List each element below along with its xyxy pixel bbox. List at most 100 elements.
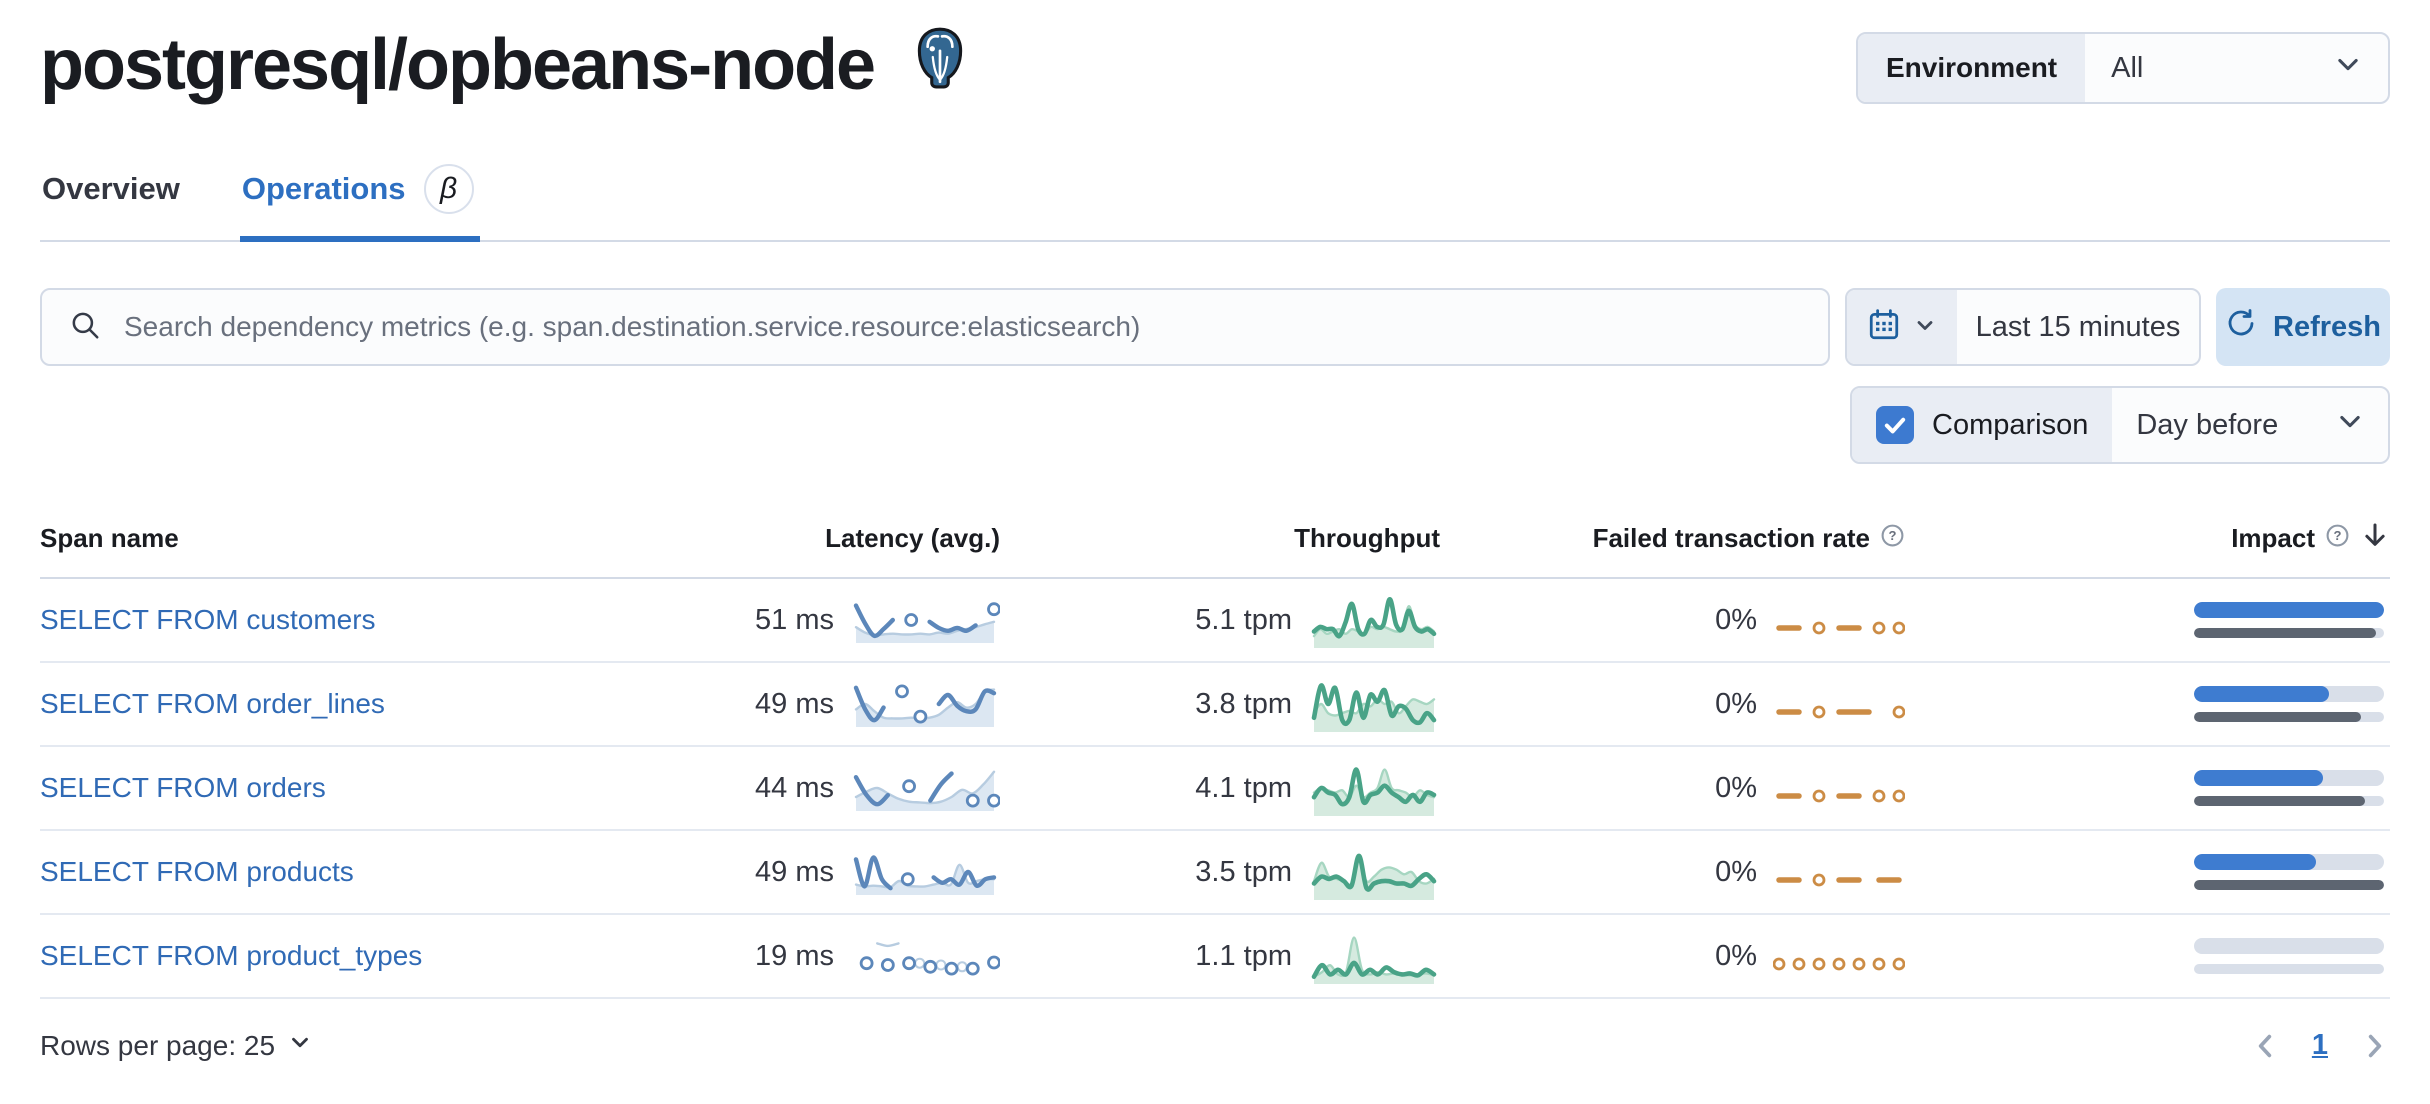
search-input[interactable] xyxy=(122,310,1802,345)
dependency-detail-page: postgresql/opbeans-node Environment All xyxy=(40,24,2390,1062)
impact-bar-previous xyxy=(2194,796,2384,807)
next-page-icon[interactable] xyxy=(2358,1030,2390,1062)
impact-cell xyxy=(1905,602,2390,639)
table-row: SELECT FROM orders 44 ms 4.1 tpm 0% xyxy=(40,747,2390,832)
span-name-cell: SELECT FROM customers xyxy=(40,604,570,636)
failed-rate-value: 0% xyxy=(1715,771,1757,804)
latency-cell: 19 ms xyxy=(570,931,1000,981)
latency-cell: 49 ms xyxy=(570,679,1000,729)
latency-value: 19 ms xyxy=(755,939,834,972)
impact-cell xyxy=(1905,770,2390,807)
failed-rate-value: 0% xyxy=(1715,855,1757,888)
latency-cell: 51 ms xyxy=(570,595,1000,645)
impact-bar-current xyxy=(2194,938,2384,955)
chevron-down-icon xyxy=(2336,407,2364,443)
impact-bar-current xyxy=(2194,602,2384,619)
beta-badge: β xyxy=(423,164,474,215)
failed-rate-cell: 0% xyxy=(1440,940,1905,973)
failed-rate-cell: 0% xyxy=(1440,856,1905,889)
page-title: postgresql/opbeans-node xyxy=(40,24,976,106)
failed-rate-sparkline xyxy=(1773,689,1905,719)
table-footer: Rows per page: 25 1 xyxy=(40,1029,2390,1062)
column-impact[interactable]: Impact ? xyxy=(1905,520,2390,557)
latency-cell: 44 ms xyxy=(570,763,1000,813)
svg-text:?: ? xyxy=(1889,528,1897,543)
environment-select[interactable]: Environment All xyxy=(1856,32,2390,104)
comparison-row: Comparison Day before xyxy=(40,386,2390,465)
failed-rate-sparkline xyxy=(1773,857,1905,887)
span-name-cell: SELECT FROM products xyxy=(40,856,570,888)
span-name-link[interactable]: SELECT FROM order_lines xyxy=(40,688,385,720)
tab-operations[interactable]: Operations β xyxy=(239,164,480,243)
page-title-text: postgresql/opbeans-node xyxy=(40,24,876,105)
latency-sparkline xyxy=(850,595,1000,645)
failed-rate-sparkline xyxy=(1773,605,1905,635)
pagination: 1 xyxy=(2250,1029,2390,1062)
throughput-sparkline xyxy=(1308,674,1440,734)
span-name-link[interactable]: SELECT FROM products xyxy=(40,856,354,888)
question-circle-icon[interactable]: ? xyxy=(2325,523,2350,555)
comparison-checkbox[interactable] xyxy=(1876,406,1914,445)
tab-overview[interactable]: Overview xyxy=(42,171,180,207)
impact-bar-current xyxy=(2194,686,2384,703)
question-circle-icon[interactable]: ? xyxy=(1880,523,1905,555)
throughput-value: 5.1 tpm xyxy=(1195,603,1292,636)
search-box[interactable] xyxy=(40,288,1830,367)
table-row: SELECT FROM product_types 19 ms 1.1 tpm … xyxy=(40,915,2390,1000)
postgresql-icon xyxy=(904,24,976,106)
failed-rate-cell: 0% xyxy=(1440,688,1905,721)
refresh-button[interactable]: Refresh xyxy=(2216,288,2390,367)
latency-sparkline xyxy=(850,679,1000,729)
impact-bar-previous xyxy=(2194,628,2384,639)
span-name-link[interactable]: SELECT FROM product_types xyxy=(40,940,423,972)
sort-descending-icon[interactable] xyxy=(2360,520,2390,557)
svg-text:?: ? xyxy=(2334,528,2342,543)
time-range-value[interactable]: Last 15 minutes xyxy=(1975,310,2181,343)
column-throughput: Throughput xyxy=(1294,523,1440,554)
comparison-control: Comparison Day before xyxy=(1850,386,2390,465)
latency-sparkline xyxy=(850,763,1000,813)
comparison-prepend: Comparison xyxy=(1852,388,2113,463)
throughput-value: 4.1 tpm xyxy=(1195,771,1292,804)
failed-rate-cell: 0% xyxy=(1440,604,1905,637)
refresh-icon xyxy=(2225,307,2257,347)
impact-cell xyxy=(1905,854,2390,891)
throughput-cell: 4.1 tpm xyxy=(1000,758,1440,818)
latency-value: 51 ms xyxy=(755,603,834,636)
failed-rate-value: 0% xyxy=(1715,687,1757,720)
throughput-value: 1.1 tpm xyxy=(1195,939,1292,972)
previous-page-icon[interactable] xyxy=(2250,1030,2282,1062)
span-name-link[interactable]: SELECT FROM orders xyxy=(40,772,326,804)
failed-rate-sparkline xyxy=(1773,941,1905,971)
throughput-cell: 3.8 tpm xyxy=(1000,674,1440,734)
date-picker-menu[interactable] xyxy=(1847,290,1957,365)
chevron-down-icon xyxy=(2334,50,2362,86)
column-latency: Latency (avg.) xyxy=(825,523,1000,554)
page-number[interactable]: 1 xyxy=(2311,1029,2328,1062)
table-row: SELECT FROM customers 51 ms 5.1 tpm 0% xyxy=(40,579,2390,664)
operations-table: Span name Latency (avg.) Throughput Fail… xyxy=(40,520,2390,1000)
impact-bar-previous xyxy=(2194,712,2384,723)
throughput-sparkline xyxy=(1308,842,1440,902)
date-picker[interactable]: Last 15 minutes xyxy=(1845,288,2201,367)
column-span-name: Span name xyxy=(40,523,179,554)
failed-rate-value: 0% xyxy=(1715,939,1757,972)
failed-rate-value: 0% xyxy=(1715,603,1757,636)
throughput-sparkline xyxy=(1308,590,1440,650)
table-row: SELECT FROM products 49 ms 3.5 tpm 0% xyxy=(40,831,2390,916)
latency-cell: 49 ms xyxy=(570,847,1000,897)
controls-row: Last 15 minutes Refresh xyxy=(40,288,2390,367)
latency-value: 49 ms xyxy=(755,855,834,888)
throughput-cell: 1.1 tpm xyxy=(1000,926,1440,986)
throughput-value: 3.8 tpm xyxy=(1195,687,1292,720)
table-header: Span name Latency (avg.) Throughput Fail… xyxy=(40,520,2390,580)
throughput-cell: 3.5 tpm xyxy=(1000,842,1440,902)
latency-value: 49 ms xyxy=(755,687,834,720)
impact-bar-current xyxy=(2194,854,2384,871)
rows-per-page-button[interactable]: Rows per page: 25 xyxy=(40,1029,313,1062)
throughput-sparkline xyxy=(1308,758,1440,818)
environment-value[interactable]: All xyxy=(2085,34,2388,102)
span-name-link[interactable]: SELECT FROM customers xyxy=(40,604,376,636)
column-failed-rate: Failed transaction rate ? xyxy=(1440,523,1905,555)
comparison-select[interactable]: Day before xyxy=(2112,388,2388,462)
